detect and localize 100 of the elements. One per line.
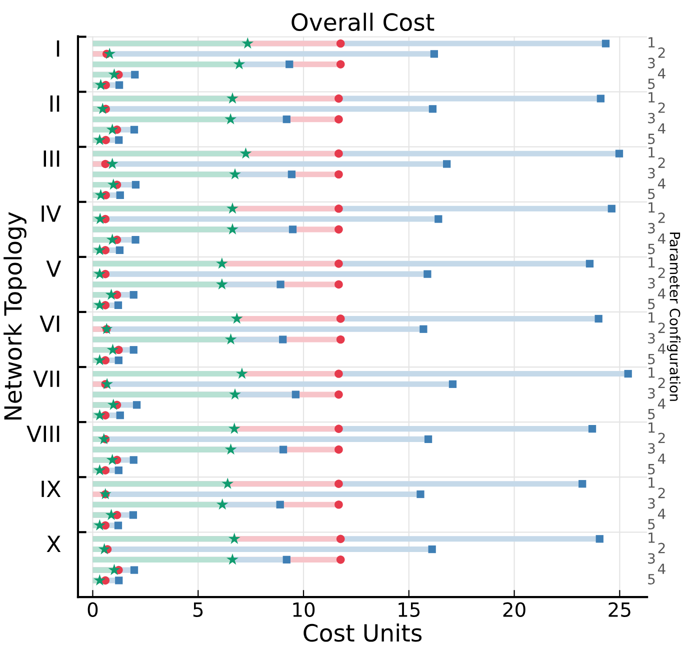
point — [226, 92, 238, 104]
point — [132, 401, 141, 409]
point — [334, 204, 343, 213]
point — [336, 314, 345, 323]
y-tick-label: 2 — [658, 102, 665, 113]
point — [104, 48, 116, 59]
point — [334, 115, 343, 124]
category-label: III — [44, 150, 60, 167]
y-tick-label: 5 — [648, 298, 655, 310]
point — [334, 390, 343, 399]
point — [292, 390, 300, 398]
point — [98, 432, 110, 444]
point — [228, 422, 240, 434]
point — [130, 291, 138, 299]
chart-title: Overall Cost — [292, 12, 434, 32]
point — [288, 170, 296, 178]
y-tick-label: 1 — [648, 478, 655, 488]
point — [602, 40, 610, 48]
y-tick-label: 5 — [648, 464, 655, 474]
point — [222, 478, 234, 489]
point — [336, 39, 345, 48]
point — [98, 543, 110, 554]
point — [116, 411, 124, 420]
y-tick-label: 1 — [648, 532, 655, 543]
point — [115, 576, 123, 584]
point — [276, 500, 284, 508]
point — [334, 370, 343, 378]
point — [624, 370, 632, 378]
point — [116, 246, 124, 254]
y-tick-label: 4 — [658, 68, 666, 79]
y-tick-label: 5 — [648, 574, 655, 584]
point — [334, 149, 343, 158]
y-tick-label: 3 — [648, 443, 655, 454]
point — [107, 178, 120, 190]
point — [434, 215, 442, 223]
y-tick-label: 1 — [648, 367, 655, 378]
point — [108, 68, 120, 80]
point — [424, 270, 432, 278]
y-tick-label: 5 — [648, 78, 655, 90]
point — [428, 105, 437, 113]
y-tick-label: 5 — [648, 244, 655, 254]
y-tick-label: 2 — [658, 47, 665, 58]
point — [106, 158, 118, 170]
point — [216, 257, 228, 269]
point — [424, 435, 432, 444]
category-label: X — [46, 536, 61, 552]
point — [336, 60, 345, 68]
point — [334, 280, 343, 289]
point — [115, 81, 124, 89]
y-tick-label: 4 — [658, 234, 666, 244]
y-tick-label: 3 — [648, 333, 655, 344]
point — [115, 136, 123, 144]
category-label: VI — [40, 316, 60, 332]
x-tick-label: 5 — [193, 602, 203, 617]
point — [226, 202, 238, 214]
category-label: II — [50, 95, 60, 112]
point — [224, 113, 237, 124]
y-tick-label: 1 — [648, 147, 655, 158]
point — [242, 37, 254, 49]
category-label: IX — [42, 480, 61, 497]
y-tick-label: 3 — [648, 168, 655, 178]
y-tick-label: 2 — [658, 488, 665, 498]
point — [448, 380, 457, 388]
point — [114, 356, 122, 364]
x-tick-label: 0 — [88, 602, 98, 617]
point — [130, 126, 138, 134]
x-tick-label: 20 — [503, 602, 526, 617]
y-tick-label: 2 — [658, 212, 665, 223]
point — [594, 314, 602, 323]
point — [334, 424, 343, 433]
y2-axis-title: Parameter Configuration — [667, 232, 680, 401]
point — [334, 94, 343, 103]
point — [99, 488, 112, 500]
point — [131, 70, 139, 78]
point — [334, 170, 343, 179]
point — [114, 301, 122, 310]
y-tick-label: 2 — [658, 322, 665, 333]
y-tick-label: 1 — [648, 37, 655, 48]
x-tick-label: 15 — [398, 602, 420, 617]
y-tick-label: 3 — [648, 388, 655, 399]
y-tick-label: 3 — [648, 222, 655, 234]
point — [105, 508, 118, 520]
point — [416, 490, 424, 498]
y-tick-label: 4 — [658, 288, 666, 299]
point — [130, 566, 138, 574]
point — [94, 212, 106, 224]
category-label: IV — [42, 206, 62, 222]
category-label: V — [46, 260, 62, 277]
category-label: VII — [33, 370, 60, 387]
point — [94, 268, 106, 280]
y-tick-label: 4 — [658, 123, 666, 134]
x-tick-label: 10 — [293, 602, 315, 617]
category-label: VIII — [26, 426, 60, 442]
y-tick-label: 5 — [648, 519, 655, 530]
point — [336, 556, 345, 564]
point — [428, 545, 436, 554]
point — [420, 325, 428, 333]
point — [226, 223, 238, 234]
y-tick-label: 1 — [648, 312, 655, 323]
point — [334, 445, 343, 454]
